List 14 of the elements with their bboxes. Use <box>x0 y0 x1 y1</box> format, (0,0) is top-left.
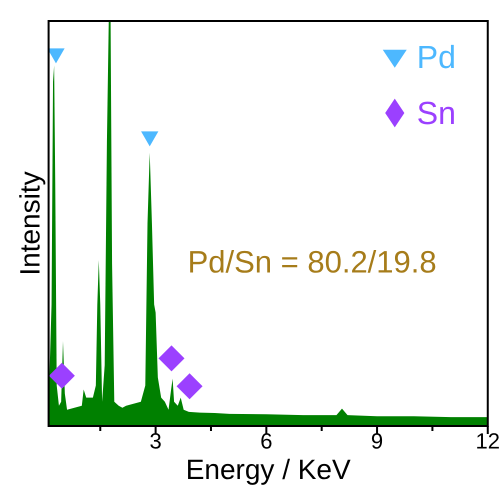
x-tick-label: 3 <box>150 428 162 454</box>
legend-label: Sn <box>416 94 456 131</box>
point <box>141 131 158 146</box>
x-tick-label: 12 <box>476 428 500 454</box>
point <box>48 48 65 64</box>
x-tick-label: 6 <box>260 428 272 454</box>
annotation: Pd/Sn = 80.2/19.8 <box>188 244 437 280</box>
x-tick-label: 9 <box>370 428 384 454</box>
y-axis-title: Intensity <box>14 171 46 276</box>
point <box>176 373 203 400</box>
legend-label: Pd <box>416 38 456 75</box>
x-axis-title: Energy / KeV <box>186 454 351 485</box>
point <box>48 362 75 389</box>
point <box>158 345 184 372</box>
